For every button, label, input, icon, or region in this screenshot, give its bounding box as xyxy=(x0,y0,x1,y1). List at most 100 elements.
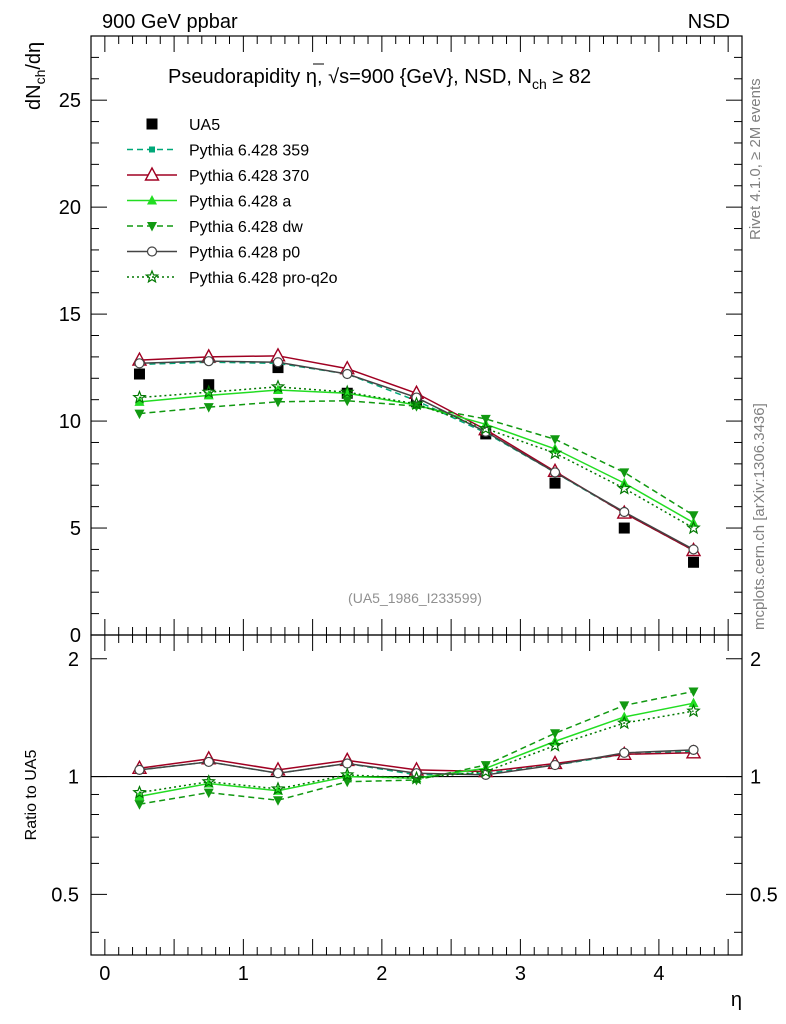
legend-label: Pythia 6.428 a xyxy=(189,194,291,211)
data-point xyxy=(132,784,147,799)
data-point xyxy=(616,715,632,730)
ylabel-part1: dN xyxy=(23,84,45,110)
data-point xyxy=(201,774,217,788)
xtick-label: 3 xyxy=(515,963,526,985)
ratio-plot-frame xyxy=(90,634,743,956)
legend-entry: Pythia 6.428 370 xyxy=(127,166,309,185)
header-left: 900 GeV ppbar xyxy=(102,11,238,33)
data-point xyxy=(133,368,145,380)
mcplots-label: mcplots.cern.ch [arXiv:1306.3436] xyxy=(751,403,768,630)
data-point xyxy=(201,384,217,399)
data-point xyxy=(134,409,145,420)
data-point xyxy=(409,770,424,785)
title-sub: ch xyxy=(532,76,547,92)
data-point xyxy=(270,781,286,796)
series-pythia-6-428-dw xyxy=(134,396,699,521)
data-point xyxy=(272,362,284,374)
header-right: NSD xyxy=(688,11,730,33)
data-point xyxy=(619,468,630,478)
legend-label: Pythia 6.428 dw xyxy=(189,219,303,236)
ratio-ytick-label: 1 xyxy=(68,767,79,789)
ratio-series xyxy=(131,687,702,810)
series-line xyxy=(139,399,694,516)
data-point xyxy=(550,729,561,739)
data-point xyxy=(478,763,494,778)
main-ytick-label: 5 xyxy=(70,518,81,540)
series-line xyxy=(139,690,694,805)
ylabel-sub: ch xyxy=(32,70,48,85)
data-point xyxy=(480,414,491,425)
data-point xyxy=(339,384,355,399)
main-ytick-label: 10 xyxy=(59,411,81,433)
ratio-ytick-label-right: 1 xyxy=(750,767,761,789)
data-point xyxy=(144,166,160,181)
title-body: s=900 {GeV}, NSD, N xyxy=(339,66,532,88)
data-point xyxy=(272,397,283,408)
series-line xyxy=(139,710,694,794)
x-axis-label: η xyxy=(731,989,742,1011)
main-ytick-label: 15 xyxy=(59,304,81,326)
data-point xyxy=(618,522,630,534)
xtick-label: 0 xyxy=(99,963,110,985)
series-pythia-6-428-370 xyxy=(131,347,702,557)
ratio-ytick-label-right: 0.5 xyxy=(750,884,778,906)
data-point xyxy=(203,403,214,413)
main-plot-ticklabels: 0 5 10 15 20 25 xyxy=(59,90,81,647)
main-title: Pseudorapidity η, √s=900 {GeV}, NSD, Nch… xyxy=(168,66,591,92)
data-point xyxy=(203,778,214,788)
data-point xyxy=(342,396,353,407)
series-pythia-6-428-p0 xyxy=(134,744,699,780)
data-point xyxy=(478,420,494,435)
rivet-label: Rivet 4.1.0, ≥ 2M events xyxy=(747,78,764,240)
data-point xyxy=(134,396,145,406)
data-point xyxy=(619,701,630,711)
data-point xyxy=(342,777,353,788)
data-point xyxy=(272,785,283,795)
data-point xyxy=(686,520,701,535)
data-point xyxy=(547,737,563,752)
data-point xyxy=(409,396,424,411)
data-point xyxy=(342,368,353,380)
title-prefix: Pseudorapidity η, xyxy=(168,66,328,88)
data-point xyxy=(616,480,632,495)
data-point xyxy=(144,269,160,284)
ratio-ytick-label: 2 xyxy=(68,649,79,671)
legend-label: Pythia 6.428 p0 xyxy=(189,245,300,262)
data-point xyxy=(688,544,699,555)
main-ytick-label: 20 xyxy=(59,197,81,219)
data-point xyxy=(342,758,353,769)
data-point xyxy=(550,435,561,445)
data-point xyxy=(134,358,145,369)
data-point xyxy=(272,768,284,779)
legend-entry: UA5 xyxy=(146,117,220,134)
data-point xyxy=(619,506,630,518)
data-point xyxy=(688,511,699,521)
analysis-ref: (UA5_1986_I233599) xyxy=(348,590,482,606)
main-y-axis-label: dNch/dη xyxy=(23,42,48,110)
ratio-plot-ticklabels: 0 1 2 3 4 0.5 0.5 1 1 2 2 xyxy=(51,649,778,985)
data-point xyxy=(339,767,355,782)
legend-label: Pythia 6.428 pro-q2o xyxy=(189,270,338,287)
xtick-label: 4 xyxy=(653,963,664,985)
data-point xyxy=(549,759,561,771)
data-point xyxy=(134,800,145,810)
data-point xyxy=(146,118,158,130)
data-point xyxy=(203,756,214,768)
data-point xyxy=(686,703,701,718)
data-point xyxy=(547,445,563,460)
series-pythia-6-428-dw xyxy=(134,687,699,810)
legend-entry: Pythia 6.428 dw xyxy=(127,219,303,236)
data-point xyxy=(688,744,699,755)
data-point xyxy=(146,246,158,257)
legend-entry: Pythia 6.428 p0 xyxy=(127,245,300,262)
data-point xyxy=(149,146,155,153)
main-ytick-label: 25 xyxy=(59,90,81,112)
data-point xyxy=(134,764,145,775)
data-point xyxy=(272,357,284,368)
ratio-y-axis-label: Ratio to UA5 xyxy=(23,750,40,841)
data-point xyxy=(270,379,286,394)
main-series xyxy=(131,347,702,568)
data-point xyxy=(272,796,283,806)
xtick-label: 2 xyxy=(376,963,387,985)
data-point xyxy=(688,697,699,708)
